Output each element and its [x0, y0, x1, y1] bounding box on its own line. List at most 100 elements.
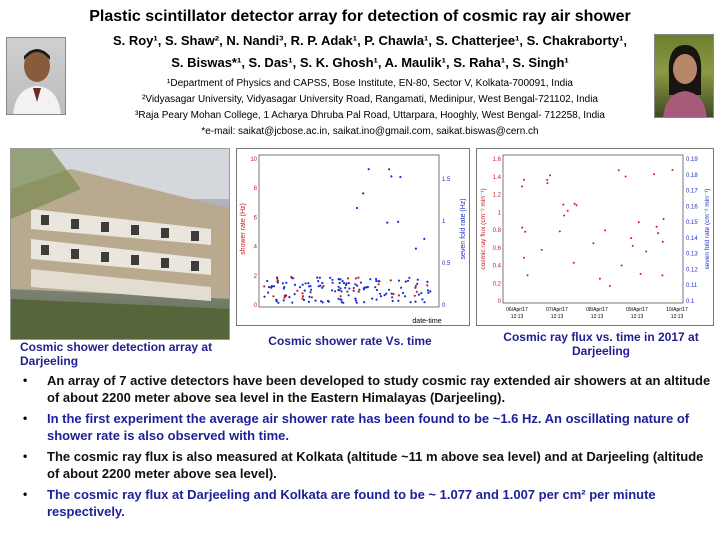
cosmic-flux-plot: cosmic ray flux (cm⁻² min⁻¹) seven fold …	[476, 148, 714, 326]
flux-right-tick-label: 0.19	[686, 157, 698, 163]
rate-data-point	[272, 285, 276, 288]
rate-data-point	[354, 283, 357, 286]
flux-data-point	[546, 182, 549, 185]
flux-right-tick-label: 0.15	[686, 220, 698, 226]
rate-data-point	[426, 284, 429, 287]
rate-data-point	[339, 278, 342, 281]
rate-data-point	[375, 298, 378, 301]
flux-data-point	[661, 274, 664, 277]
rate-data-point	[423, 237, 426, 240]
flux-data-point	[562, 203, 565, 206]
rate-data-point	[352, 289, 355, 292]
rate-data-point	[321, 286, 324, 289]
rate-right-tick-label: 1	[442, 219, 446, 225]
rate-data-point	[283, 286, 286, 289]
rate-data-point	[338, 281, 341, 285]
rate-data-point	[355, 206, 359, 210]
rate-data-point	[342, 282, 346, 285]
rate-data-point	[337, 288, 340, 291]
flux-data-point	[671, 168, 674, 171]
bullet-item: • In the first experiment the average air…	[20, 410, 714, 444]
rate-data-point	[357, 290, 360, 293]
rate-data-point	[397, 299, 400, 302]
rate-data-point	[379, 295, 383, 298]
rate-data-point	[304, 282, 307, 285]
rate-data-point	[331, 281, 334, 284]
flux-data-point	[645, 250, 648, 253]
rate-data-point	[385, 292, 388, 295]
rate-data-point	[354, 297, 357, 300]
rate-data-point	[281, 282, 284, 285]
rate-data-point	[357, 276, 360, 279]
rate-data-point	[404, 295, 407, 298]
bullet-text: The cosmic ray flux at Darjeeling and Ko…	[47, 487, 656, 519]
flux-left-tick-label: 0.2	[493, 281, 502, 287]
rate-data-point	[392, 292, 395, 296]
rate-data-point	[375, 279, 378, 283]
rate-data-point	[413, 294, 416, 297]
rate-data-point	[308, 295, 311, 298]
flux-data-point	[566, 209, 569, 212]
rate-data-point	[416, 282, 419, 285]
rate-data-point	[276, 279, 280, 282]
rate-data-point	[414, 300, 417, 303]
rate-data-point	[359, 281, 362, 284]
flux-data-point	[573, 202, 576, 205]
contact-email: *e-mail: saikat@jcbose.ac.in, saikat.ino…	[201, 126, 539, 137]
flux-ylabel-left: cosmic ray flux (cm⁻² min⁻¹)	[480, 188, 487, 269]
rate-data-point	[316, 276, 319, 279]
rate-data-point	[397, 220, 400, 223]
flux-data-point	[523, 256, 526, 259]
flux-data-point	[558, 230, 561, 233]
flux-right-tick-label: 0.17	[686, 189, 698, 195]
bullet-text: The cosmic ray flux is also measured at …	[47, 449, 704, 481]
rate-data-point	[283, 296, 286, 299]
rate-data-point	[365, 286, 368, 289]
rate-data-point	[388, 168, 391, 171]
rate-data-point	[366, 285, 369, 289]
rate-data-point	[303, 289, 306, 292]
rate-data-point	[263, 295, 266, 298]
flux-data-point	[657, 232, 660, 235]
rate-data-point	[383, 294, 386, 297]
flux-data-point	[549, 174, 551, 177]
flux-left-tick-label: 1.2	[493, 193, 502, 199]
summary-bullets: • An array of 7 active detectors have bee…	[20, 372, 714, 524]
rate-data-point	[347, 282, 350, 285]
flux-x-tick-label: 12:13	[511, 314, 524, 320]
flux-data-point	[572, 261, 575, 264]
bullet-text: In the first experiment the average air …	[47, 411, 690, 443]
rate-data-point	[293, 293, 296, 296]
rate-data-point	[307, 300, 310, 303]
flux-left-tick-label: 1.6	[493, 157, 502, 163]
rate-data-point	[414, 247, 417, 250]
flux-x-tick-label: 12:13	[671, 314, 684, 320]
flux-data-point	[604, 229, 607, 232]
rate-data-point	[354, 277, 357, 280]
rate-data-point	[363, 301, 366, 304]
rate-data-point	[317, 280, 320, 283]
rate-data-point	[326, 299, 330, 303]
flux-data-point	[524, 230, 527, 233]
flux-data-point	[523, 178, 526, 181]
rate-data-point	[386, 221, 389, 224]
author-photo-left	[6, 37, 66, 115]
rate-data-point	[284, 294, 287, 297]
flux-left-tick-label: 0.4	[493, 264, 502, 270]
rate-data-point	[397, 294, 400, 297]
rate-data-point	[391, 296, 394, 299]
rate-data-point	[408, 276, 411, 279]
flux-right-tick-label: 0.12	[686, 267, 698, 273]
rate-data-point	[293, 283, 297, 286]
rate-data-point	[310, 296, 313, 299]
flux-data-point	[608, 285, 611, 287]
rate-data-point	[402, 291, 405, 295]
flux-data-point	[662, 218, 665, 220]
flux-x-tick-label: 12:13	[591, 314, 604, 320]
rate-data-point	[342, 301, 345, 304]
rate-data-point	[276, 281, 279, 284]
rate-left-tick-label: 2	[254, 274, 258, 280]
flux-data-point	[521, 185, 523, 188]
rate-right-tick-label: 1.5	[442, 177, 451, 183]
rate-data-point	[346, 290, 349, 293]
